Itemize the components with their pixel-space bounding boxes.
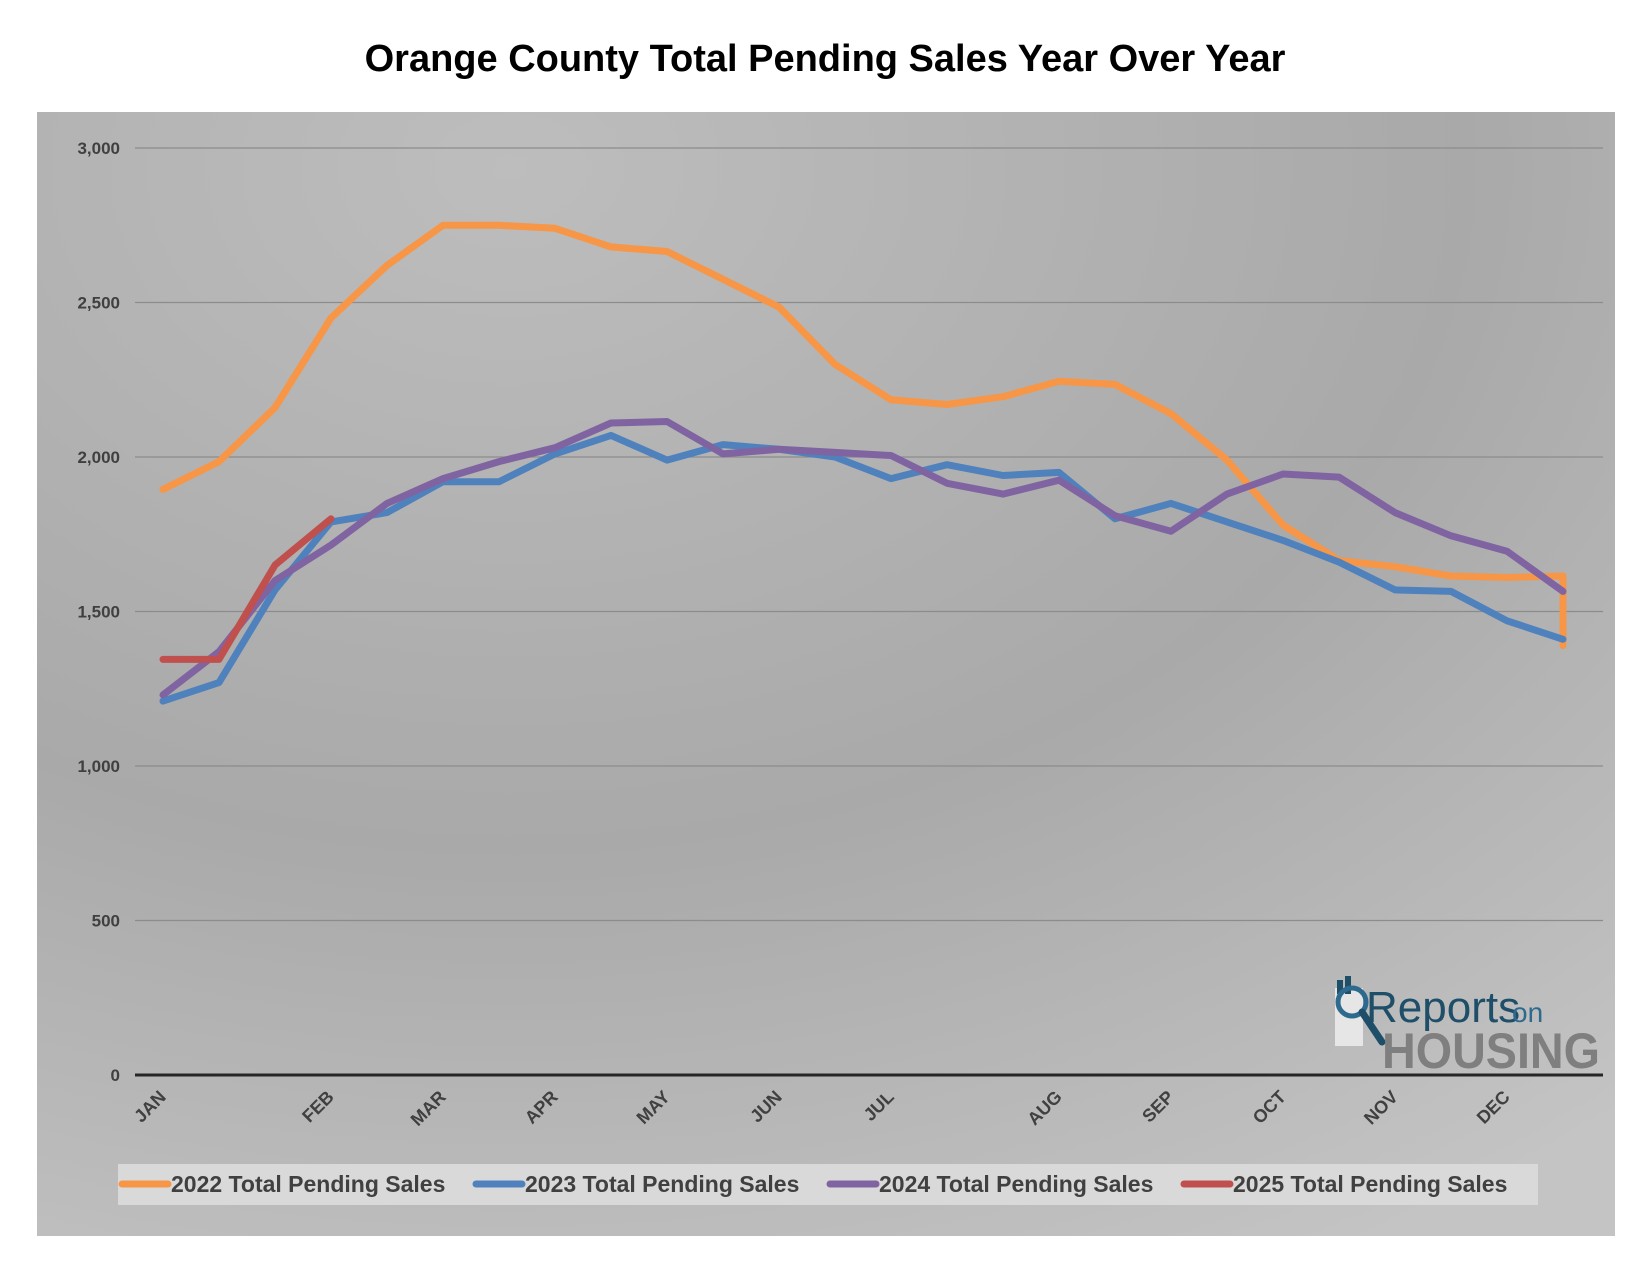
logo-on-text: on (1512, 997, 1543, 1028)
logo-bar-icon (1345, 976, 1351, 994)
magnifier-icon (1335, 985, 1369, 1019)
y-tick-label: 3,000 (77, 139, 120, 158)
chart-title: Orange County Total Pending Sales Year O… (364, 38, 1286, 80)
series-line (159, 431, 1567, 705)
magnifier-handle-icon (1358, 1008, 1386, 1046)
logo-housing-text: HOUSING (1382, 1023, 1600, 1079)
y-tick-label: 1,500 (77, 603, 120, 622)
series-line (159, 418, 1567, 699)
legend-label: 2022 Total Pending Sales (171, 1171, 445, 1197)
series-line (159, 221, 1567, 649)
logo-reports-text: Reports (1366, 983, 1520, 1032)
legend-label: 2023 Total Pending Sales (525, 1171, 799, 1197)
logo-bar-icon (1337, 980, 1343, 994)
gridlines (135, 147, 1603, 1077)
y-tick-label: 2,500 (77, 294, 120, 313)
legend: 2022 Total Pending Sales 2023 Total Pendi… (118, 1171, 1507, 1197)
y-tick-label: 1,000 (77, 757, 120, 776)
y-tick-label: 0 (111, 1066, 120, 1085)
legend-label: 2025 Total Pending Sales (1233, 1171, 1507, 1197)
reports-on-housing-logo: Reports on HOUSING (1335, 976, 1600, 1079)
plot-background (37, 112, 1615, 1236)
y-tick-label: 2,000 (77, 448, 120, 467)
y-tick-label: 500 (92, 912, 120, 931)
legend-label: 2024 Total Pending Sales (879, 1171, 1153, 1197)
y-axis-ticks: 0 500 1,000 1,500 2,000 2,500 3,000 (77, 139, 120, 1085)
series-lines (159, 221, 1567, 705)
series-line (159, 515, 335, 663)
